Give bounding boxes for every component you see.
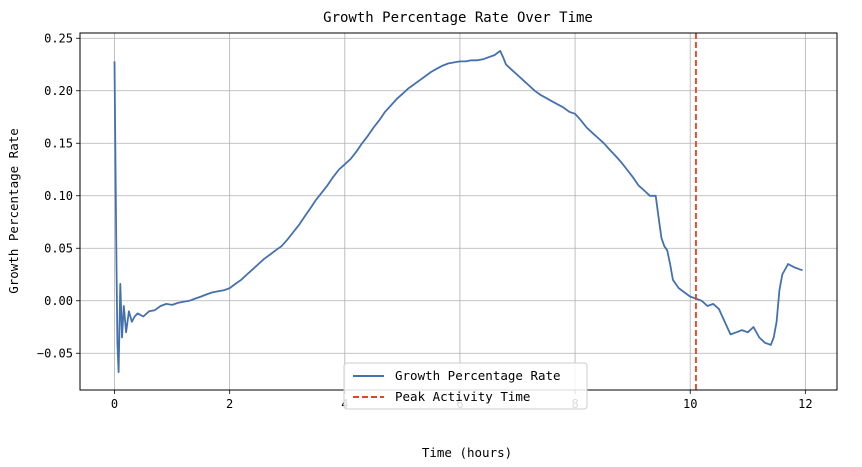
x-tick-label: 12 xyxy=(798,397,812,411)
x-tick-label: 0 xyxy=(111,397,118,411)
y-tick-label: 0.15 xyxy=(44,136,73,150)
y-tick-label: 0.25 xyxy=(44,31,73,45)
y-grid xyxy=(80,37,837,354)
y-tick-label: 0.20 xyxy=(44,84,73,98)
legend-label-growth: Growth Percentage Rate xyxy=(395,368,561,383)
y-tick-label: 0.10 xyxy=(44,189,73,203)
x-tick-label: 2 xyxy=(226,397,233,411)
y-tick-label: −0.05 xyxy=(37,346,73,360)
growth-rate-line xyxy=(113,50,803,374)
x-axis-label: Time (hours) xyxy=(422,445,512,460)
x-grid xyxy=(114,33,806,390)
y-tick-label: 0.00 xyxy=(44,294,73,308)
series-layer xyxy=(113,33,803,390)
x-tick-label: 10 xyxy=(683,397,697,411)
legend: Growth Percentage Rate Peak Activity Tim… xyxy=(343,362,588,410)
y-tick-label: 0.05 xyxy=(44,241,73,255)
chart-title: Growth Percentage Rate Over Time xyxy=(323,10,593,26)
y-ticks: −0.05 0.00 0.05 0.10 0.15 0.20 0.25 xyxy=(37,31,80,360)
y-axis-label: Growth Percentage Rate xyxy=(6,128,21,294)
plot-area xyxy=(80,33,837,390)
legend-label-peak: Peak Activity Time xyxy=(395,389,530,404)
legend-box xyxy=(343,362,588,410)
